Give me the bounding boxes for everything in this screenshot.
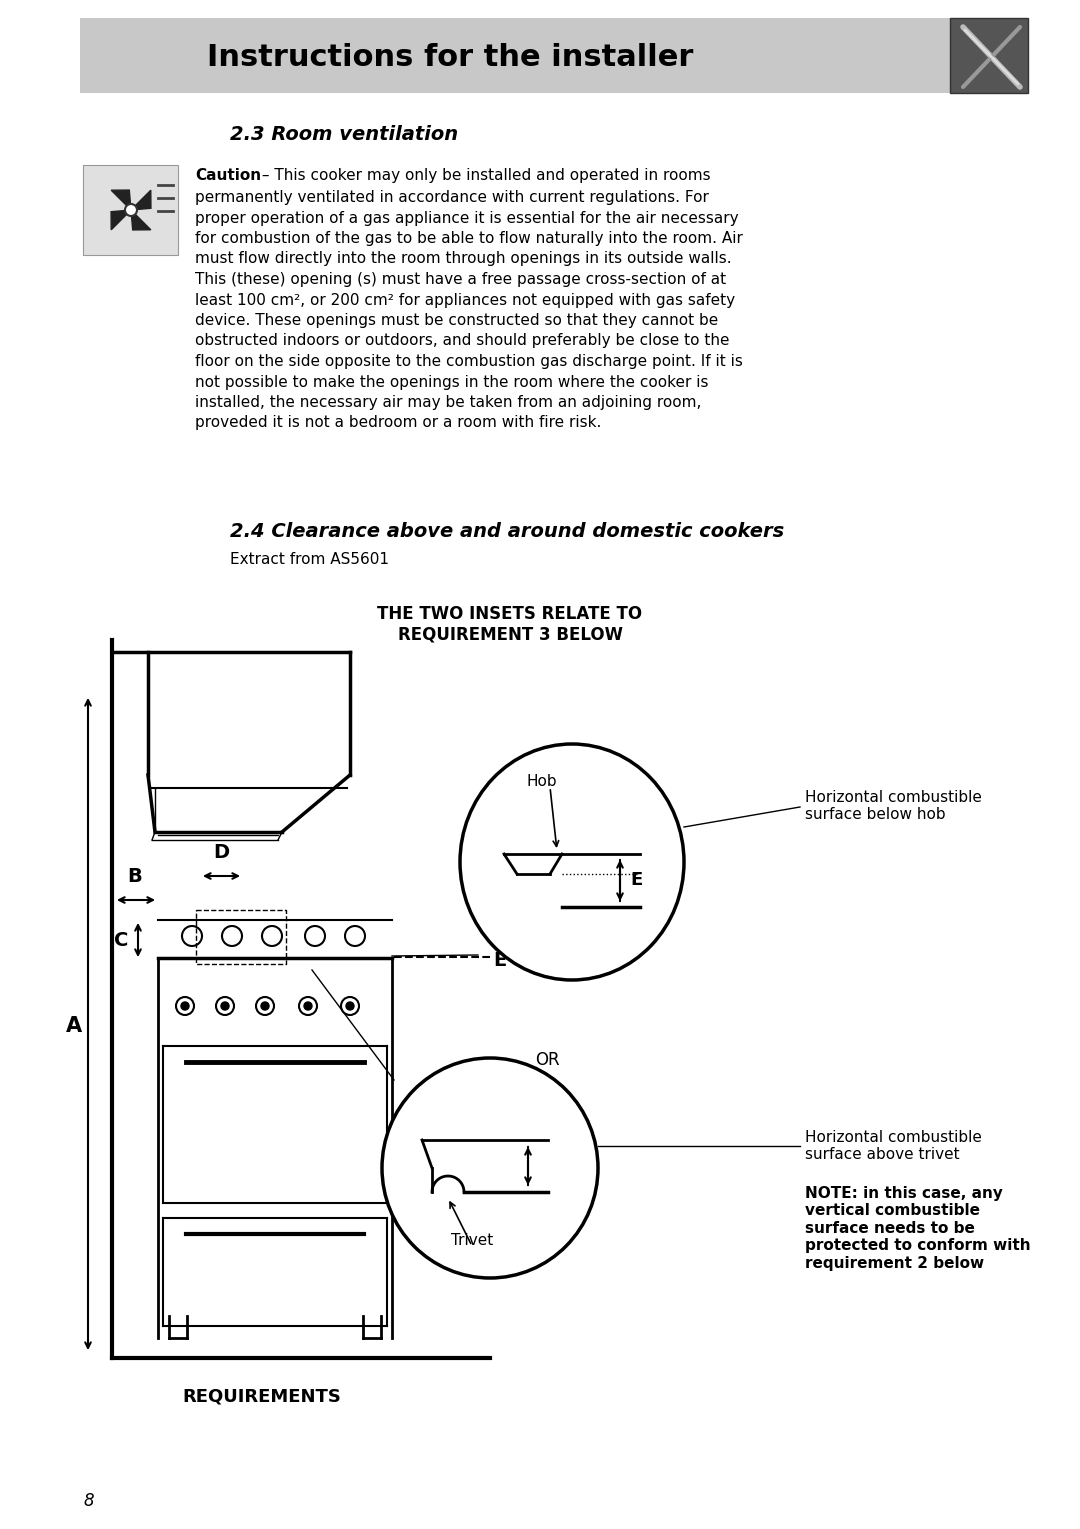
Circle shape (299, 997, 318, 1015)
Text: 2.3 Room ventilation: 2.3 Room ventilation (230, 125, 458, 144)
Text: proper operation of a gas appliance it is essential for the air necessary: proper operation of a gas appliance it i… (195, 211, 739, 225)
Circle shape (216, 997, 234, 1015)
Circle shape (305, 927, 325, 946)
Text: Extract from AS5601: Extract from AS5601 (230, 552, 389, 567)
Text: This (these) opening (s) must have a free passage cross-section of at: This (these) opening (s) must have a fre… (195, 272, 726, 287)
Text: Trivet: Trivet (450, 1232, 494, 1248)
Circle shape (176, 997, 194, 1015)
Circle shape (222, 927, 242, 946)
Bar (80, 18, 950, 93)
Polygon shape (111, 209, 131, 229)
Text: Instructions for the installer: Instructions for the installer (206, 43, 693, 72)
Text: Caution: Caution (195, 168, 261, 183)
Text: THE TWO INSETS RELATE TO
REQUIREMENT 3 BELOW: THE TWO INSETS RELATE TO REQUIREMENT 3 B… (377, 605, 643, 644)
Text: least 100 cm², or 200 cm² for appliances not equipped with gas safety: least 100 cm², or 200 cm² for appliances… (195, 292, 735, 307)
Text: installed, the necessary air may be taken from an adjoining room,: installed, the necessary air may be take… (195, 394, 701, 410)
Circle shape (346, 1001, 354, 1011)
Text: Hob: Hob (527, 774, 557, 789)
Ellipse shape (382, 1058, 598, 1278)
Circle shape (125, 203, 137, 216)
Text: 8: 8 (83, 1492, 94, 1511)
Text: Horizontal combustible
surface above trivet: Horizontal combustible surface above tri… (805, 1130, 982, 1162)
Circle shape (341, 997, 359, 1015)
Circle shape (256, 997, 274, 1015)
Circle shape (181, 1001, 189, 1011)
Circle shape (183, 927, 202, 946)
Text: C: C (113, 931, 129, 950)
Text: A: A (66, 1015, 82, 1037)
Text: device. These openings must be constructed so that they cannot be: device. These openings must be construct… (195, 313, 718, 329)
Bar (83, 165, 178, 255)
Text: must flow directly into the room through openings in its outside walls.: must flow directly into the room through… (195, 251, 731, 266)
Text: – This cooker may only be installed and operated in rooms: – This cooker may only be installed and … (257, 168, 711, 183)
Circle shape (261, 1001, 269, 1011)
Bar (950, 18, 1028, 93)
Polygon shape (111, 190, 131, 209)
Polygon shape (131, 209, 151, 229)
Text: not possible to make the openings in the room where the cooker is: not possible to make the openings in the… (195, 375, 708, 390)
Text: proveded it is not a bedroom or a room with fire risk.: proveded it is not a bedroom or a room w… (195, 416, 602, 431)
Circle shape (221, 1001, 229, 1011)
Text: NOTE: in this case, any
vertical combustible
surface needs to be
protected to co: NOTE: in this case, any vertical combust… (805, 1187, 1030, 1271)
Circle shape (303, 1001, 312, 1011)
Text: E: E (630, 872, 643, 888)
Ellipse shape (460, 745, 684, 980)
Circle shape (345, 927, 365, 946)
Text: OR: OR (535, 1050, 559, 1069)
Circle shape (262, 927, 282, 946)
Text: floor on the side opposite to the combustion gas discharge point. If it is: floor on the side opposite to the combus… (195, 355, 743, 368)
Text: for combustion of the gas to be able to flow naturally into the room. Air: for combustion of the gas to be able to … (195, 231, 743, 246)
Text: E: E (492, 951, 507, 971)
Text: permanently ventilated in accordance with current regulations. For: permanently ventilated in accordance wit… (195, 190, 708, 205)
Text: obstructed indoors or outdoors, and should preferably be close to the: obstructed indoors or outdoors, and shou… (195, 333, 729, 349)
Text: Horizontal combustible
surface below hob: Horizontal combustible surface below hob (805, 790, 982, 823)
Text: 2.4 Clearance above and around domestic cookers: 2.4 Clearance above and around domestic … (230, 521, 784, 541)
Text: D: D (213, 842, 229, 862)
Polygon shape (131, 190, 151, 209)
Text: REQUIREMENTS: REQUIREMENTS (183, 1388, 341, 1407)
Text: B: B (127, 867, 143, 885)
